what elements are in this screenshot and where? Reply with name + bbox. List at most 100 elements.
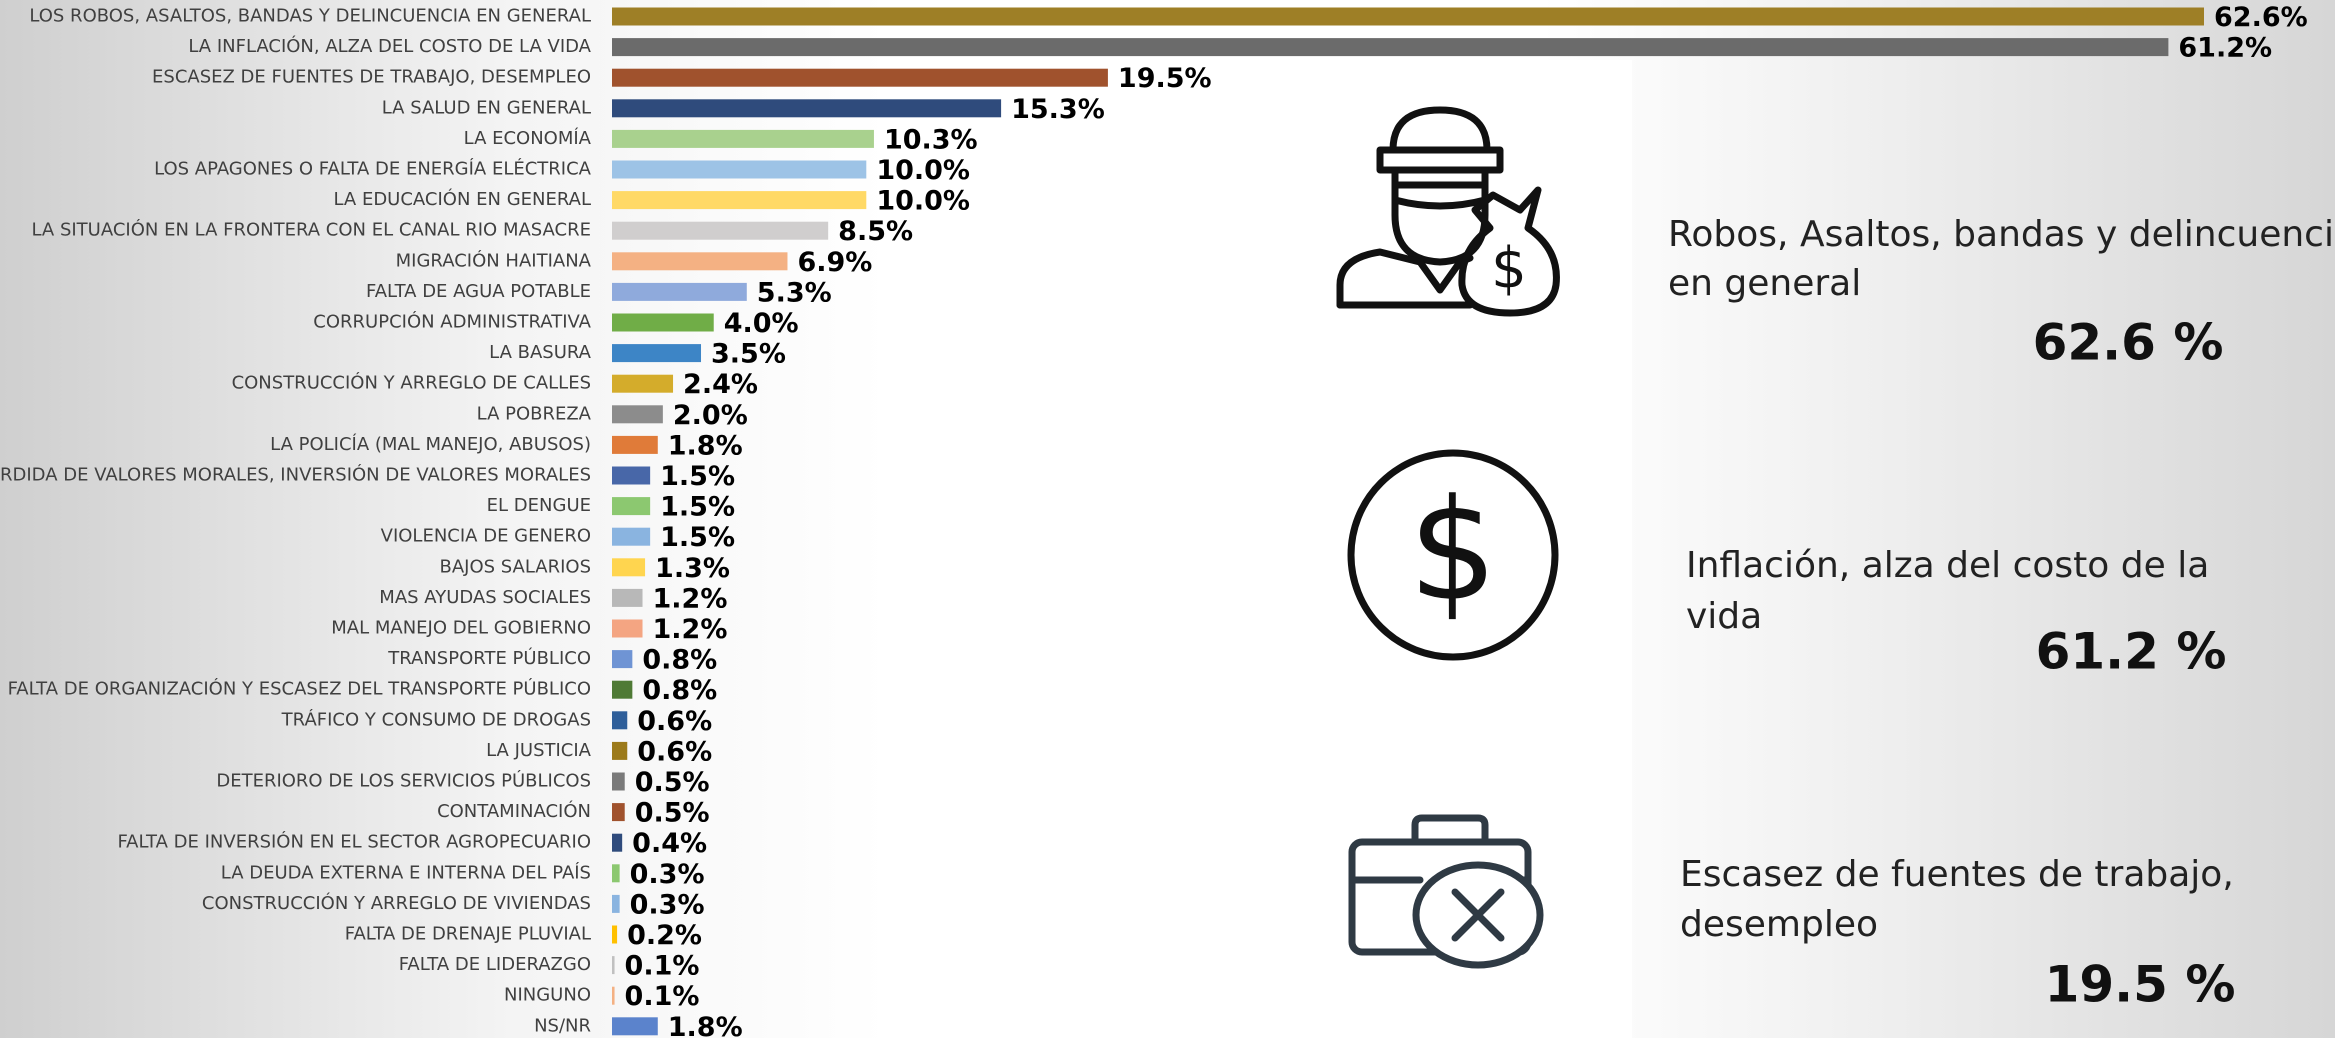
value-label: 8.5% <box>838 216 913 247</box>
bar <box>612 68 1108 87</box>
highlight-text: desempleo <box>1680 904 1878 945</box>
highlight-text: vida <box>1686 596 1762 637</box>
bar <box>612 344 702 363</box>
bar <box>612 313 714 332</box>
category-label: NINGUNO <box>504 985 591 1006</box>
bar <box>612 466 651 485</box>
value-label: 0.5% <box>635 798 710 829</box>
value-label: 0.8% <box>642 675 717 706</box>
category-label: VIOLENCIA DE GENERO <box>381 526 591 547</box>
value-label: 2.0% <box>673 400 748 431</box>
value-label: 0.6% <box>637 736 712 767</box>
category-label: LA POLICÍA (MAL MANEJO, ABUSOS) <box>270 433 591 455</box>
category-label: DETERIORO DE LOS SERVICIOS PÚBLICOS <box>216 770 591 792</box>
category-label: BAJOS SALARIOS <box>439 556 591 577</box>
highlight-value: 62.6 % <box>2033 314 2224 372</box>
category-label: EL DENGUE <box>487 495 591 516</box>
bar <box>612 956 615 975</box>
value-label: 0.5% <box>635 767 710 798</box>
bar <box>612 1017 658 1036</box>
category-label: ESCASEZ DE FUENTES DE TRABAJO, DESEMPLEO <box>152 67 591 88</box>
category-label: LA EDUCACIÓN EN GENERAL <box>333 188 591 210</box>
category-label: FALTA DE AGUA POTABLE <box>366 281 591 302</box>
value-label: 0.6% <box>637 706 712 737</box>
highlight-text: en general <box>1668 263 1861 304</box>
bar <box>612 129 874 148</box>
bar <box>612 772 625 791</box>
highlight-value: 61.2 % <box>2036 623 2227 681</box>
value-label: 61.2% <box>2178 33 2272 64</box>
value-label: 1.8% <box>668 430 743 461</box>
value-label: 1.5% <box>660 522 735 553</box>
svg-text:$: $ <box>1491 236 1527 301</box>
category-label: FALTA DE INVERSIÓN EN EL SECTOR AGROPECU… <box>117 831 591 853</box>
value-label: 19.5% <box>1118 63 1212 94</box>
value-label: 10.3% <box>884 124 978 155</box>
category-label: LA POBREZA <box>477 403 592 424</box>
category-label: LA BASURA <box>489 342 592 363</box>
bar <box>612 435 658 454</box>
value-label: 1.5% <box>660 492 735 523</box>
bar <box>612 38 2169 57</box>
highlight-value: 19.5 % <box>2045 956 2236 1014</box>
category-label: FALTA DE ORGANIZACIÓN Y ESCASEZ DEL TRAN… <box>8 678 591 700</box>
bar <box>612 650 633 669</box>
highlight-text: Inflación, alza del costo de la <box>1686 545 2209 586</box>
value-label: 6.9% <box>797 247 872 278</box>
highlight-text: Escasez de fuentes de trabajo, <box>1680 854 2234 895</box>
category-label: LA DEUDA EXTERNA E INTERNA DEL PAÍS <box>221 861 591 883</box>
value-label: 0.3% <box>630 859 705 890</box>
value-label: 0.1% <box>625 951 700 982</box>
category-label: MIGRACIÓN HAITIANA <box>396 249 592 271</box>
highlight-text: Robos, Asaltos, bandas y delincuencia <box>1668 214 2335 255</box>
category-label: CONSTRUCCIÓN Y ARREGLO DE VIVIENDAS <box>202 892 591 914</box>
category-label: TRANSPORTE PÚBLICO <box>387 647 591 669</box>
bar <box>612 680 633 699</box>
value-label: 10.0% <box>876 155 970 186</box>
category-label: LA JUSTICIA <box>486 740 592 761</box>
bar <box>612 282 747 301</box>
category-label: LA INFLACIÓN, ALZA DEL COSTO DE LA VIDA <box>188 35 591 57</box>
value-label: 1.5% <box>660 461 735 492</box>
value-label: 0.8% <box>642 645 717 676</box>
bar <box>612 894 620 913</box>
thief-icon: $ <box>1336 106 1560 317</box>
value-label: 4.0% <box>724 308 799 339</box>
bar <box>612 99 1002 118</box>
money-icon: $ <box>1347 449 1559 661</box>
bar <box>612 221 829 240</box>
category-label: FALTA DE DRENAJE PLUVIAL <box>345 924 591 945</box>
category-label: LA SITUACIÓN EN LA FRONTERA CON EL CANAL… <box>31 219 591 241</box>
bar <box>612 833 623 852</box>
category-label: MAL MANEJO DEL GOBIERNO <box>331 618 591 639</box>
bar <box>612 864 620 883</box>
category-label: CONTAMINACIÓN <box>437 800 591 822</box>
category-label: NS/NR <box>534 1015 591 1036</box>
category-label: LOS ROBOS, ASALTOS, BANDAS Y DELINCUENCI… <box>29 6 591 27</box>
value-label: 1.2% <box>653 583 728 614</box>
bar <box>612 711 628 730</box>
category-label: LA ECONOMÍA <box>464 127 592 149</box>
bar <box>612 741 628 760</box>
unemployment-icon <box>1348 814 1544 969</box>
bar <box>612 986 615 1005</box>
value-label: 62.6% <box>2214 2 2308 33</box>
value-label: 5.3% <box>757 277 832 308</box>
category-label: LOS APAGONES O FALTA DE ENERGÍA ELÉCTRIC… <box>154 158 592 180</box>
bar <box>612 374 674 393</box>
bar <box>612 558 646 577</box>
bar <box>612 588 643 607</box>
category-label: LA SALUD EN GENERAL <box>382 97 591 118</box>
bar <box>612 925 618 944</box>
value-label: 1.8% <box>668 1012 743 1038</box>
value-label: 3.5% <box>711 339 786 370</box>
category-label: PÉRDIDA DE VALORES MORALES, INVERSIÓN DE… <box>0 464 591 486</box>
bar <box>612 191 867 210</box>
category-label: TRÁFICO Y CONSUMO DE DROGAS <box>281 708 591 730</box>
value-label: 0.2% <box>627 920 702 951</box>
category-label: FALTA DE LIDERAZGO <box>399 954 591 975</box>
value-label: 2.4% <box>683 369 758 400</box>
svg-text:$: $ <box>1408 470 1497 633</box>
